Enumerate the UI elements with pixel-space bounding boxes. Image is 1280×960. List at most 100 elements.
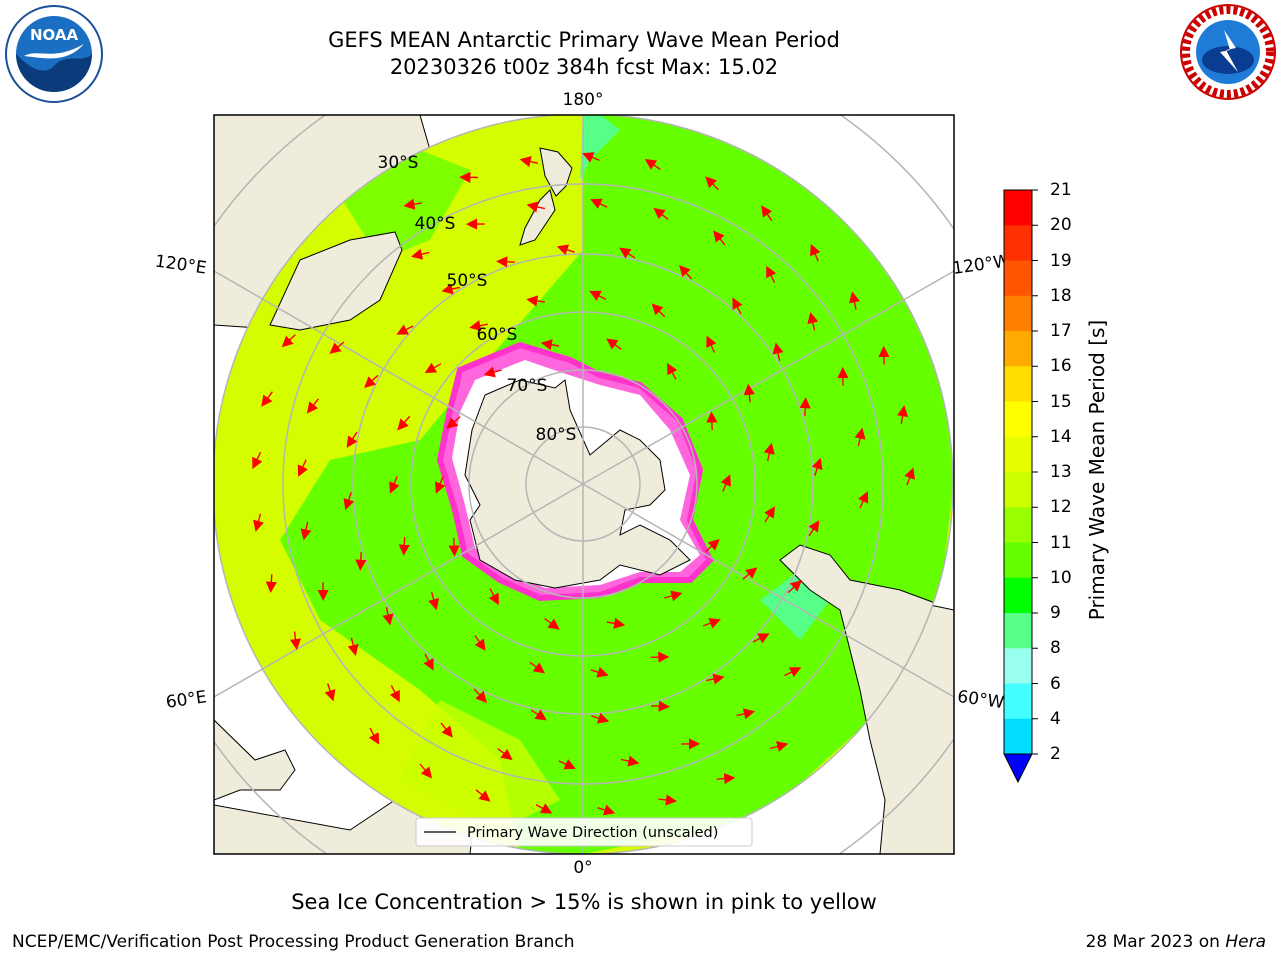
wave-arrow [281,334,296,348]
wave-arrow [306,398,319,414]
wave-arrow [706,335,717,353]
colorbar-tick-label: 6 [1050,673,1061,694]
lat-label-80s: 80°S [536,425,577,445]
wave-arrow [530,709,547,721]
colorbar-tick-label: 13 [1050,462,1072,482]
colorbar-tick-label: 16 [1050,356,1072,377]
wave-arrow [897,405,909,424]
wave-arrow [253,513,264,532]
wave-arrow [658,794,678,806]
wave-arrow [473,688,487,703]
wave-arrow [526,295,545,307]
colorbar-tick-label: 11 [1050,532,1072,553]
wave-arrow [364,374,379,388]
wave-arrow [810,243,821,262]
wave-arrow [424,362,442,374]
footer-host: Hera [1225,932,1266,952]
lat-label-30s: 30°S [378,153,419,173]
wave-arrow [558,759,576,770]
wave-arrow [664,590,683,602]
wave-arrow [297,459,308,477]
sea-ice-note: Sea Ice Concentration > 15% is shown in … [291,890,877,914]
wave-arrow [347,637,359,657]
colorbar-tick-label: 12 [1050,497,1072,518]
wave-arrow [858,491,869,509]
colorbar-band [1004,295,1032,332]
colorbar-band [1004,683,1032,720]
wave-arrow [324,683,336,702]
wave-arrow [706,411,718,431]
wave-arrow [368,727,380,745]
wave-arrow [606,338,622,350]
colorbar-band [1004,331,1032,367]
wave-arrow [419,763,433,779]
wave-arrow [423,653,434,671]
wave-arrow [720,474,731,492]
lat-label-40s: 40°S [415,214,456,234]
wave-arrow [904,467,915,486]
colorbar-band [1004,648,1032,684]
lon-label-120w: 120°W [951,251,1011,279]
colorbar-tick-label: 8 [1050,638,1061,659]
wave-arrow [382,607,394,626]
wave-arrow [440,722,453,738]
wave-arrow [808,520,820,537]
wave-arrow [653,207,669,220]
wave-arrow [713,230,726,246]
wave-arrow [620,755,640,767]
colorbar-band [1004,542,1032,579]
wave-arrow [679,265,693,280]
colorbar-band [1004,718,1032,755]
wave-arrow [854,427,866,447]
wave-arrow [764,506,775,523]
wave-arrow [488,588,499,606]
wave-arrow [252,451,263,470]
wave-arrow [343,492,355,511]
wave-arrow [265,574,277,593]
wave-arrow [540,339,560,351]
colorbar-band [1004,472,1032,508]
legend-label: Primary Wave Direction (unscaled) [467,825,718,841]
lon-label-60e: 60°E [165,687,208,712]
wave-arrow [396,324,414,335]
lon-label-0: 0° [573,858,592,878]
wave-arrow [784,667,802,678]
lat-label-50s: 50°S [447,271,488,291]
lat-label-60s: 60°S [477,325,518,345]
wave-arrow [289,631,302,651]
colorbar-band [1004,613,1032,649]
colorbar-tick-label: 4 [1050,708,1061,729]
wave-arrow [496,256,515,268]
lon-label-180: 180° [563,90,604,110]
wave-direction-arrows [252,152,915,816]
wave-arrow [535,803,553,814]
wave-arrow [441,283,460,295]
chart-title: GEFS MEAN Antarctic Primary Wave Mean Pe… [328,28,840,52]
colorbar-band [1004,577,1032,614]
noaa-logo-text: NOAA [30,26,79,44]
wave-arrow [772,342,784,361]
colorbar-tick-label: 2 [1050,744,1061,764]
wave-arrow [787,580,802,594]
colorbar-band [1004,366,1032,402]
wave-arrow [389,685,400,703]
colorbar-tick-label: 10 [1050,567,1072,588]
colorbar-band [1004,260,1032,297]
footer-date: 28 Mar 2023 on Hera [1086,932,1266,952]
wave-arrow [403,198,423,210]
wave-arrow [597,804,616,816]
wave-arrow [435,476,446,494]
wave-arrow [651,303,666,318]
wave-arrow [529,661,546,674]
colorbar-tick-label: 20 [1050,215,1072,236]
wave-arrow [849,291,860,310]
wave-arrow [619,247,636,259]
wave-arrow [397,415,411,431]
colorbar-tick-label: 19 [1050,250,1072,271]
wave-arrow [878,345,890,365]
colorbar-band [1004,507,1032,543]
map-frame [213,114,955,855]
wave-arrow [590,666,609,678]
wave-arrow [483,366,502,378]
